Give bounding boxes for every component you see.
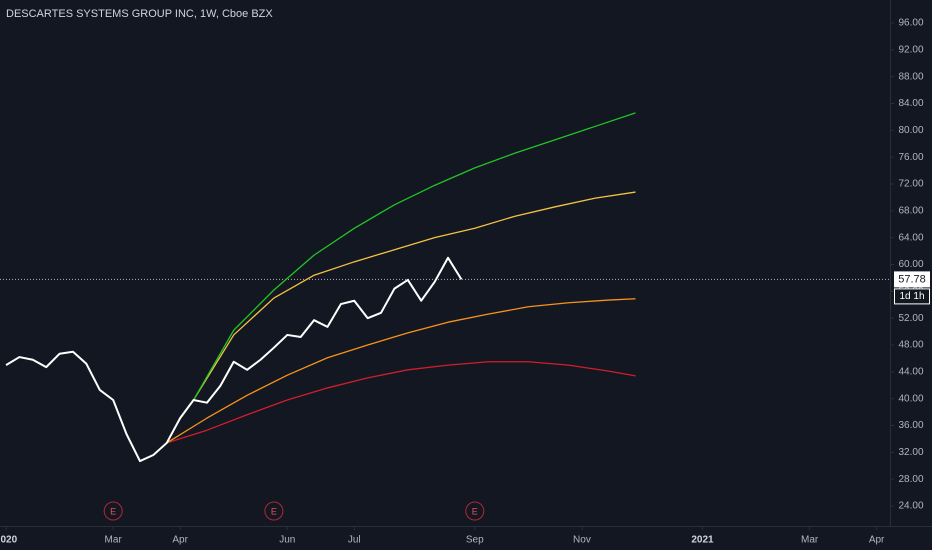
y-tick-label: 32.00 [898, 447, 923, 458]
event-label: E [472, 506, 478, 516]
x-tick-label: Sep [466, 535, 484, 546]
chart-title: DESCARTES SYSTEMS GROUP INC, 1W, Cboe BZ… [6, 8, 273, 20]
y-tick-label: 80.00 [898, 125, 923, 136]
series-line [192, 191, 636, 401]
y-tick-label: 40.00 [898, 393, 923, 404]
event-label: E [110, 506, 116, 516]
event-marker [103, 501, 123, 521]
event-label: E [271, 506, 277, 516]
y-tick-label: 48.00 [898, 340, 923, 351]
y-tick-label: 64.00 [898, 232, 923, 243]
y-tick-label: 52.00 [898, 313, 923, 324]
series-line [166, 361, 636, 444]
countdown-label: 1d 1h [899, 291, 924, 302]
x-tick-label: 2021 [691, 535, 714, 546]
y-tick-label: 44.00 [898, 366, 923, 377]
y-tick-label: 68.00 [898, 205, 923, 216]
series-line [192, 112, 636, 401]
y-tick-label: 76.00 [898, 152, 923, 163]
series-line [5, 256, 463, 463]
y-tick-label: 28.00 [898, 474, 923, 485]
x-tick-label: 2020 [0, 535, 18, 546]
countdown-box [894, 288, 930, 305]
y-tick-label: 96.00 [898, 18, 923, 29]
event-marker [264, 501, 284, 521]
y-tick-label: 92.00 [898, 44, 923, 55]
y-tick-label: 72.00 [898, 179, 923, 190]
last-price-box [894, 271, 930, 288]
y-tick-label: 36.00 [898, 420, 923, 431]
y-tick-label: 60.00 [898, 259, 923, 270]
x-tick-label: Mar [105, 535, 123, 546]
y-tick-label: 88.00 [898, 71, 923, 82]
x-tick-label: Jun [279, 535, 295, 546]
last-price-label: 57.78 [898, 273, 926, 285]
event-marker [465, 501, 485, 521]
x-tick-label: Nov [573, 535, 591, 546]
x-tick-label: Apr [172, 535, 188, 546]
x-tick-label: Mar [801, 535, 819, 546]
x-tick-label: Jul [348, 535, 361, 546]
y-tick-label: 24.00 [898, 501, 923, 512]
series-line [166, 298, 636, 444]
y-tick-label: 84.00 [898, 98, 923, 109]
x-tick-label: Apr [869, 535, 885, 546]
